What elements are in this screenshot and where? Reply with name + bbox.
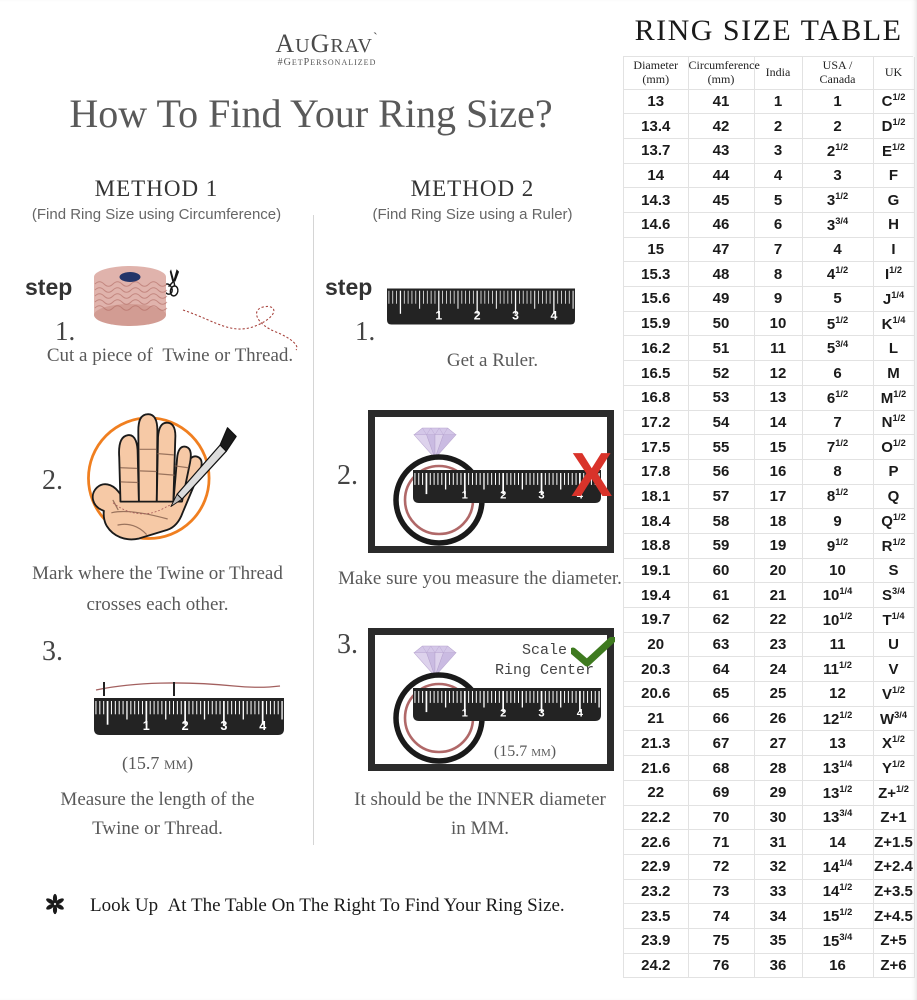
svg-text:2: 2 [182, 719, 189, 733]
svg-text:2: 2 [500, 489, 506, 501]
svg-text:1: 1 [462, 489, 468, 501]
svg-text:3: 3 [538, 489, 544, 501]
svg-text:3: 3 [220, 719, 227, 733]
svg-text:1: 1 [435, 309, 442, 323]
svg-text:2: 2 [500, 707, 506, 719]
svg-text:1: 1 [143, 719, 150, 733]
svg-text:4: 4 [259, 719, 266, 733]
svg-text:2: 2 [474, 309, 481, 323]
svg-text:3: 3 [512, 309, 519, 323]
svg-text:4: 4 [550, 309, 557, 323]
svg-text:1: 1 [462, 707, 468, 719]
svg-text:3: 3 [538, 707, 544, 719]
svg-text:4: 4 [577, 707, 584, 719]
